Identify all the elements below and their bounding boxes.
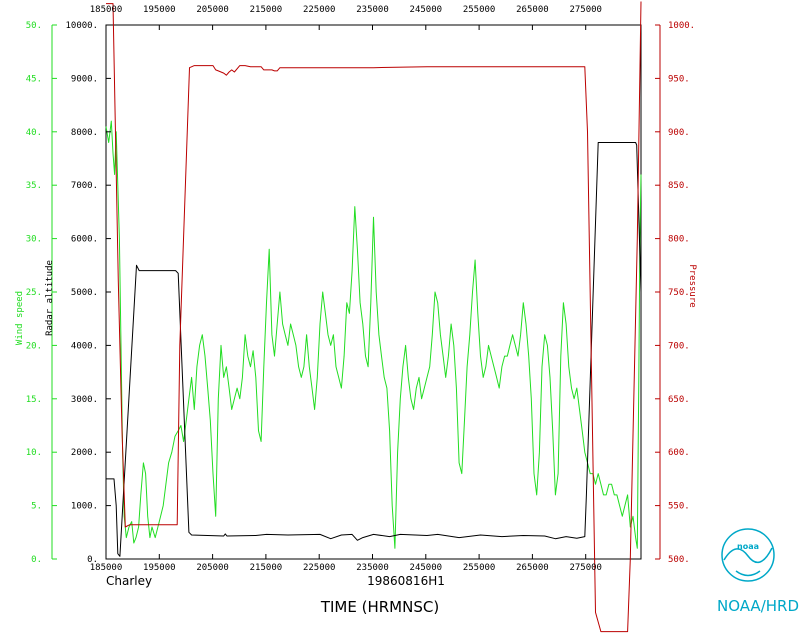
top-x-tick-label: 265000 [516, 5, 549, 15]
wind-tick-label: 30. [26, 235, 42, 245]
altitude-tick-label: 10000. [65, 21, 98, 31]
x-tick-label: 265000 [516, 563, 549, 573]
wind-tick-label: 25. [26, 288, 42, 298]
pressure-tick-label: 750. [668, 288, 690, 298]
altitude-tick-label: 7000. [71, 181, 98, 191]
top-x-tick-label: 225000 [303, 5, 336, 15]
pressure-tick-label: 700. [668, 341, 690, 351]
noaa-logo-wave [723, 547, 773, 564]
top-x-tick-label: 275000 [569, 5, 602, 15]
altitude-tick-label: 4000. [71, 341, 98, 351]
wind-axis-label: Wind speed [15, 291, 25, 345]
wind-tick-label: 35. [26, 181, 42, 191]
wind-speed-series-line [105, 120, 642, 549]
altitude-tick-label: 9000. [71, 74, 98, 84]
wind-tick-label: 50. [26, 21, 42, 31]
wind-tick-label: 45. [26, 74, 42, 84]
pressure-tick-label: 550. [668, 502, 690, 512]
noaa-logo-ring [721, 528, 775, 582]
pressure-tick-label: 850. [668, 181, 690, 191]
altitude-tick-label: 3000. [71, 395, 98, 405]
wind-tick-label: 0. [31, 555, 42, 565]
x-tick-label: 205000 [196, 563, 229, 573]
x-tick-label: 235000 [356, 563, 389, 573]
top-x-tick-label: 185000 [90, 5, 123, 15]
wind-tick-label: 5. [31, 502, 42, 512]
x-axis-label: TIME (HRMNSC) [320, 598, 439, 616]
x-tick-label: 185000 [90, 563, 123, 573]
x-tick-label: 275000 [569, 563, 602, 573]
wind-tick-label: 10. [26, 448, 42, 458]
noaa-logo: noaa [721, 528, 775, 582]
x-tick-label: 255000 [463, 563, 496, 573]
agency-label: NOAA/HRD [717, 597, 799, 615]
altitude-axis-label: Radar altitude [45, 260, 55, 336]
wind-tick-label: 40. [26, 128, 42, 138]
noaa-logo-gull [735, 570, 761, 577]
top-x-tick-label: 215000 [250, 5, 283, 15]
altitude-tick-label: 0. [87, 555, 98, 565]
noaa-logo-text: noaa [737, 542, 759, 551]
pressure-axis-label: Pressure [687, 264, 697, 307]
top-x-tick-label: 255000 [463, 5, 496, 15]
altitude-tick-label: 5000. [71, 288, 98, 298]
wind-tick-label: 15. [26, 395, 42, 405]
pressure-series-line [106, 1, 642, 633]
pressure-tick-label: 500. [668, 555, 690, 565]
pressure-tick-label: 1000. [668, 21, 695, 31]
storm-name-label: Charley [106, 574, 152, 588]
series-layer [105, 1, 642, 633]
altitude-tick-label: 1000. [71, 502, 98, 512]
pressure-tick-label: 900. [668, 128, 690, 138]
radar-altitude-series-line [106, 142, 642, 557]
top-x-tick-label: 205000 [196, 5, 229, 15]
x-tick-label: 195000 [143, 563, 176, 573]
ticks-layer: 185000 195000 205000 215000 225000 235000 2450… [26, 5, 695, 573]
top-x-tick-label: 195000 [143, 5, 176, 15]
altitude-tick-label: 6000. [71, 235, 98, 245]
pressure-tick-label: 650. [668, 395, 690, 405]
altitude-tick-label: 2000. [71, 448, 98, 458]
top-x-tick-label: 235000 [356, 5, 389, 15]
pressure-tick-label: 950. [668, 74, 690, 84]
x-tick-label: 245000 [410, 563, 443, 573]
x-tick-label: 215000 [250, 563, 283, 573]
pressure-tick-label: 800. [668, 235, 690, 245]
top-x-tick-label: 245000 [410, 5, 443, 15]
pressure-tick-label: 600. [668, 448, 690, 458]
altitude-tick-label: 8000. [71, 128, 98, 138]
flight-id-label: 19860816H1 [367, 574, 445, 588]
wind-tick-label: 20. [26, 341, 42, 351]
x-tick-label: 225000 [303, 563, 336, 573]
